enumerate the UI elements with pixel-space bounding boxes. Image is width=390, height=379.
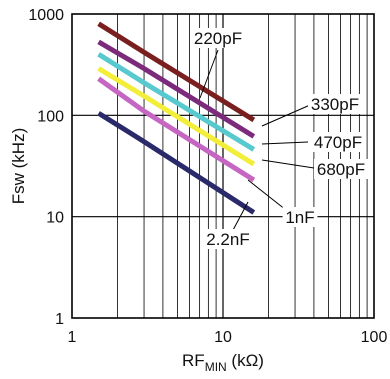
label-bg-330pf [308, 94, 362, 114]
series-line-330pf [97, 39, 256, 139]
label-bg-2.2nf [201, 229, 255, 249]
label-bg-1nf [282, 207, 318, 227]
series-line-1nf [97, 76, 256, 183]
x-axis-label: RFMIN (kΩ) [182, 351, 264, 374]
series-labels: 220pF 330pF 470pF 680pF 1nF 2.2nF [191, 28, 368, 249]
label-bg-470pf [311, 132, 365, 152]
series-lines [97, 21, 256, 215]
leader-470pf [261, 141, 309, 145]
series-line-2.2nf [97, 111, 256, 215]
x-tick-label: 100 [361, 329, 388, 346]
leader-220pf [199, 49, 219, 99]
y-tick-label: 100 [37, 108, 64, 125]
y-tick-label: 10 [46, 210, 64, 227]
series-line-220pf [97, 21, 256, 123]
y-axis-label: Fsw (kHz) [9, 128, 28, 204]
y-tick-label: 1 [55, 311, 64, 328]
leader-1nf [247, 179, 287, 211]
y-tick-label: 1000 [28, 7, 64, 24]
series-label-330pf: 330pF [311, 95, 359, 114]
tick-labels: 1 10 100 1 10 100 1000 [28, 7, 387, 346]
series-label-2.2nf: 2.2nF [206, 230, 249, 249]
label-bg-220pf [191, 28, 245, 48]
leader-330pf [261, 104, 311, 127]
series-line-680pf [97, 66, 256, 167]
series-line-470pf [97, 52, 256, 152]
axis-labels: RFMIN (kΩ) Fsw (kHz) [9, 128, 264, 374]
x-tick-label: 10 [214, 329, 232, 346]
x-tick-label: 1 [68, 329, 77, 346]
series-label-470pf: 470pF [314, 133, 362, 152]
series-label-680pf: 680pF [317, 160, 365, 179]
series-label-1nf: 1nF [285, 208, 314, 227]
leader-680pf [261, 159, 315, 169]
leader-2.2nf [231, 201, 249, 233]
series-label-220pf: 220pF [194, 29, 242, 48]
label-bg-680pf [314, 159, 368, 179]
